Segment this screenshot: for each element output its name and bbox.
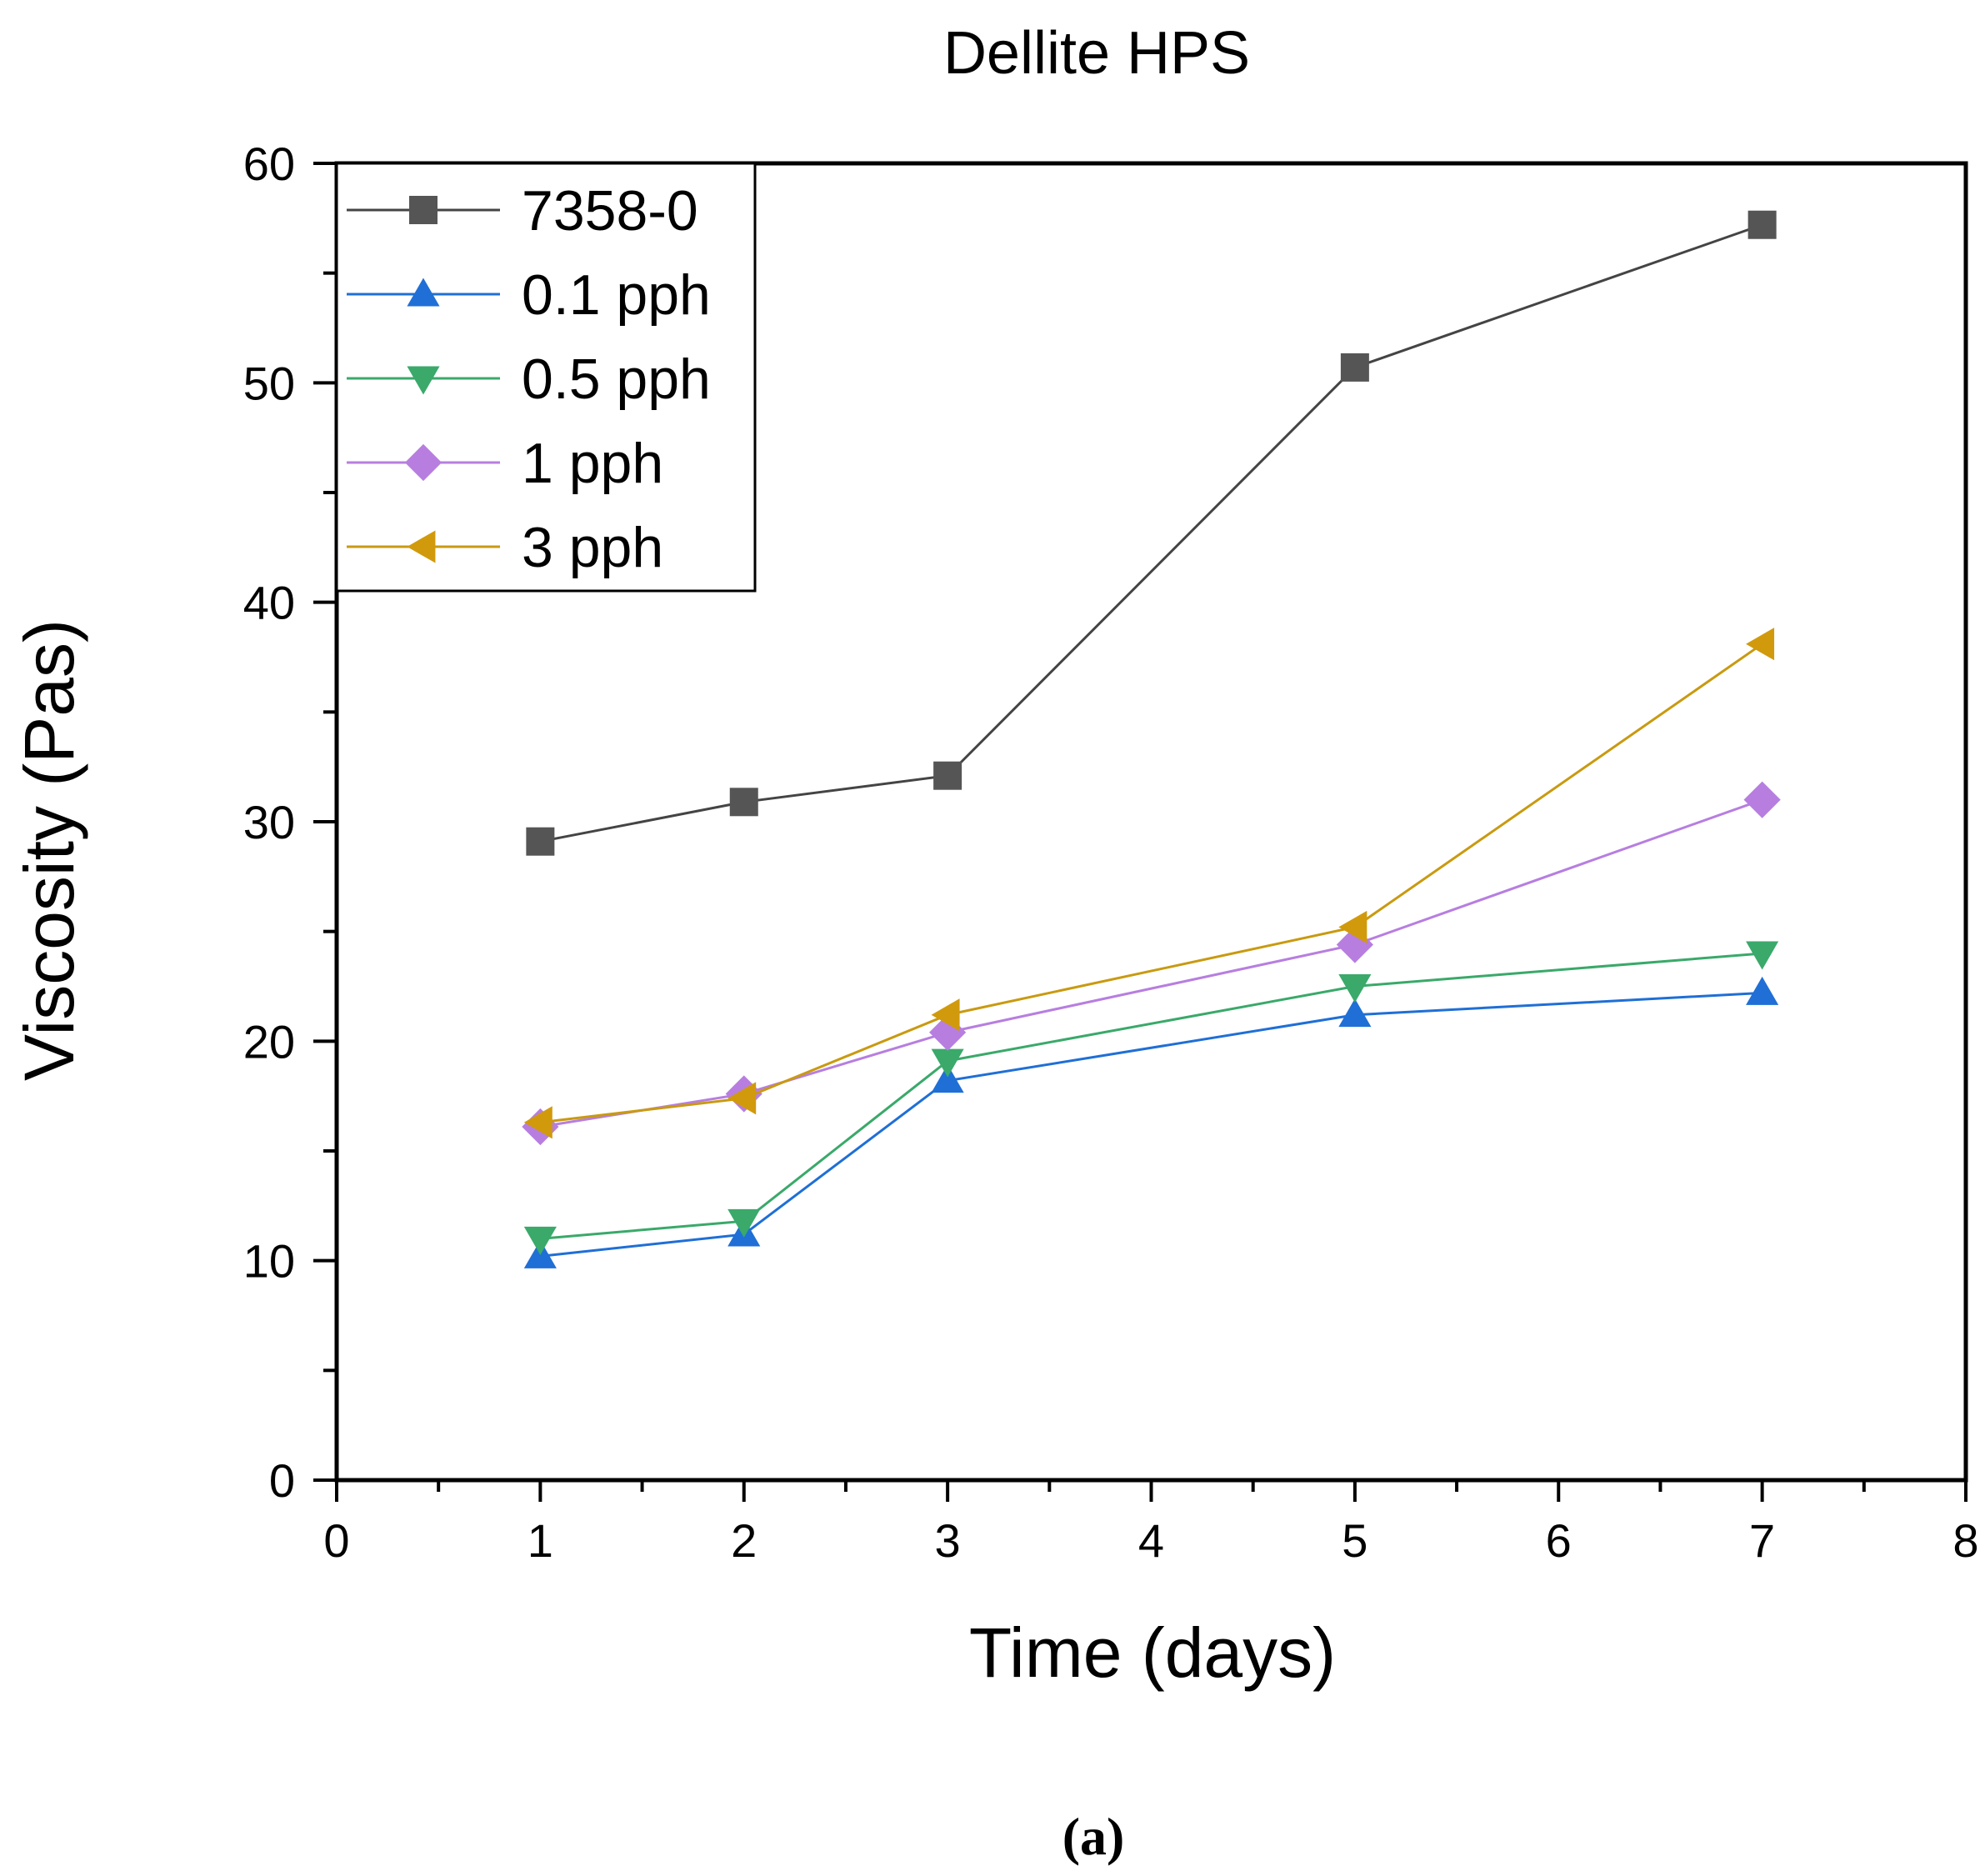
data-point (931, 1064, 964, 1093)
y-tick-label: 60 (243, 138, 295, 190)
data-point (1748, 210, 1777, 239)
legend: 7358-0 0.1 pph 0.5 pph 1 pph 3 pph (335, 162, 757, 593)
data-point (728, 1082, 757, 1115)
series-3 (522, 781, 1781, 1146)
y-axis-label: Viscosity (Pas) (10, 619, 88, 1081)
data-point (523, 1226, 557, 1255)
x-tick-label: 4 (1138, 1514, 1164, 1567)
legend-marker (409, 196, 438, 224)
plot-frame (334, 161, 1968, 1483)
series-line (540, 991, 1762, 1258)
x-tick-label: 1 (528, 1514, 553, 1567)
legend-item: 0.1 pph (347, 263, 711, 327)
series-2 (523, 941, 1779, 1255)
data-point (1340, 353, 1369, 382)
x-tick-label: 8 (1952, 1514, 1978, 1567)
legend-label: 0.5 pph (522, 348, 711, 411)
y-tick-label: 50 (243, 357, 295, 409)
legend-marker (407, 366, 440, 395)
legend-item: 7358-0 (347, 179, 698, 243)
series-layer (522, 210, 1781, 1268)
x-tick-label: 0 (323, 1514, 349, 1567)
data-point (1338, 998, 1372, 1028)
legend-item: 0.5 pph (347, 348, 711, 411)
legend-item: 3 pph (347, 516, 663, 579)
data-point (1746, 941, 1779, 970)
x-tick-label: 7 (1749, 1514, 1775, 1567)
y-tick-label: 0 (269, 1454, 295, 1507)
data-point (1746, 628, 1775, 661)
data-point (929, 1013, 967, 1051)
data-point (931, 1048, 964, 1078)
x-tick-label: 2 (731, 1514, 757, 1567)
legend-marker (404, 443, 442, 482)
data-point (728, 1208, 761, 1238)
axis-ticks: 0 1 2 3 4 5 6 7 8 0 10 20 30 40 50 60 (243, 138, 1979, 1567)
legend-label: 1 pph (522, 432, 663, 495)
legend-label: 3 pph (522, 516, 663, 579)
legend-item: 1 pph (347, 432, 663, 495)
series-0 (526, 210, 1777, 856)
x-tick-label: 3 (935, 1514, 961, 1567)
data-point (523, 1106, 552, 1139)
x-tick-label: 6 (1546, 1514, 1572, 1567)
data-point (526, 827, 555, 856)
data-point (1746, 976, 1779, 1005)
chart-title: Dellite HPS (943, 20, 1250, 87)
figure-caption: (a) (1062, 1807, 1125, 1866)
series-4 (523, 628, 1775, 1139)
y-tick-label: 40 (243, 577, 295, 629)
x-tick-label: 5 (1342, 1514, 1368, 1567)
legend-label: 0.1 pph (522, 263, 711, 327)
x-axis-label: Time (days) (969, 1613, 1336, 1692)
legend-label: 7358-0 (522, 179, 698, 243)
data-point (1338, 974, 1372, 1003)
data-point (933, 761, 962, 790)
data-point (729, 788, 758, 817)
data-point (931, 998, 960, 1032)
data-point (1338, 910, 1368, 943)
legend-marker (407, 530, 436, 563)
y-tick-label: 30 (243, 796, 295, 848)
series-line (540, 643, 1763, 1124)
legend-marker (407, 278, 440, 307)
y-tick-label: 20 (243, 1015, 295, 1068)
series-line (540, 798, 1763, 1128)
data-point (1743, 781, 1781, 818)
y-tick-label: 10 (243, 1235, 295, 1288)
